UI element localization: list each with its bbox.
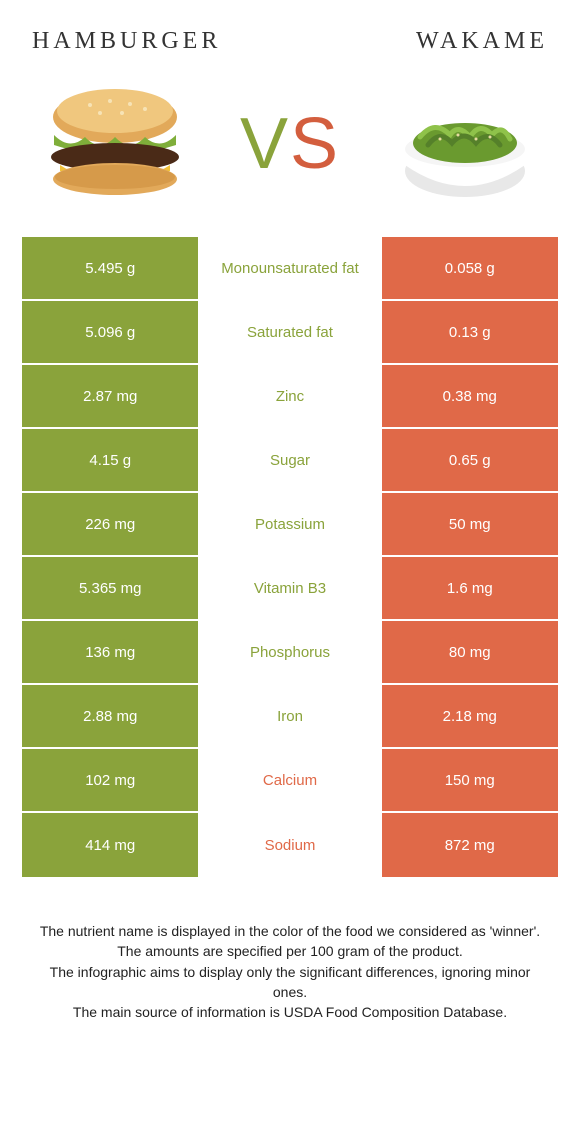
cell-right-value: 872 mg bbox=[380, 813, 558, 877]
cell-nutrient-label: Sodium bbox=[200, 813, 379, 877]
footnotes: The nutrient name is displayed in the co… bbox=[22, 877, 558, 1022]
cell-nutrient-label: Monounsaturated fat bbox=[200, 237, 379, 299]
cell-left-value: 4.15 g bbox=[22, 429, 200, 491]
wakame-image bbox=[380, 79, 550, 209]
table-row: 136 mgPhosphorus80 mg bbox=[22, 621, 558, 685]
cell-right-value: 50 mg bbox=[380, 493, 558, 555]
cell-left-value: 2.87 mg bbox=[22, 365, 200, 427]
cell-nutrient-label: Iron bbox=[200, 685, 379, 747]
table-row: 4.15 gSugar0.65 g bbox=[22, 429, 558, 493]
cell-left-value: 136 mg bbox=[22, 621, 200, 683]
cell-right-value: 80 mg bbox=[380, 621, 558, 683]
cell-right-value: 0.058 g bbox=[380, 237, 558, 299]
vs-s: S bbox=[290, 104, 340, 184]
cell-left-value: 5.365 mg bbox=[22, 557, 200, 619]
cell-nutrient-label: Potassium bbox=[200, 493, 379, 555]
title-row: HAMBURGER WAKAME bbox=[22, 28, 558, 69]
table-row: 5.365 mgVitamin B31.6 mg bbox=[22, 557, 558, 621]
cell-nutrient-label: Saturated fat bbox=[200, 301, 379, 363]
footnote-line: The main source of information is USDA F… bbox=[36, 1002, 544, 1022]
cell-nutrient-label: Phosphorus bbox=[200, 621, 379, 683]
vs-label: VS bbox=[240, 103, 340, 185]
cell-nutrient-label: Calcium bbox=[200, 749, 379, 811]
table-row: 5.096 gSaturated fat0.13 g bbox=[22, 301, 558, 365]
cell-left-value: 414 mg bbox=[22, 813, 200, 877]
title-right: WAKAME bbox=[416, 28, 548, 55]
footnote-line: The amounts are specified per 100 gram o… bbox=[36, 941, 544, 961]
cell-right-value: 0.13 g bbox=[380, 301, 558, 363]
cell-left-value: 5.096 g bbox=[22, 301, 200, 363]
cell-nutrient-label: Vitamin B3 bbox=[200, 557, 379, 619]
footnote-line: The infographic aims to display only the… bbox=[36, 962, 544, 1003]
table-row: 414 mgSodium872 mg bbox=[22, 813, 558, 877]
footnote-line: The nutrient name is displayed in the co… bbox=[36, 921, 544, 941]
hero-row: VS bbox=[22, 69, 558, 237]
cell-left-value: 5.495 g bbox=[22, 237, 200, 299]
cell-nutrient-label: Zinc bbox=[200, 365, 379, 427]
cell-right-value: 0.38 mg bbox=[380, 365, 558, 427]
table-row: 5.495 gMonounsaturated fat0.058 g bbox=[22, 237, 558, 301]
table-row: 2.88 mgIron2.18 mg bbox=[22, 685, 558, 749]
cell-left-value: 2.88 mg bbox=[22, 685, 200, 747]
cell-right-value: 0.65 g bbox=[380, 429, 558, 491]
cell-right-value: 1.6 mg bbox=[380, 557, 558, 619]
cell-left-value: 102 mg bbox=[22, 749, 200, 811]
title-left: HAMBURGER bbox=[32, 28, 221, 55]
cell-right-value: 150 mg bbox=[380, 749, 558, 811]
comparison-table: 5.495 gMonounsaturated fat0.058 g5.096 g… bbox=[22, 237, 558, 877]
cell-right-value: 2.18 mg bbox=[380, 685, 558, 747]
vs-v: V bbox=[240, 104, 290, 184]
table-row: 226 mgPotassium50 mg bbox=[22, 493, 558, 557]
table-row: 102 mgCalcium150 mg bbox=[22, 749, 558, 813]
cell-nutrient-label: Sugar bbox=[200, 429, 379, 491]
hamburger-image bbox=[30, 79, 200, 209]
cell-left-value: 226 mg bbox=[22, 493, 200, 555]
table-row: 2.87 mgZinc0.38 mg bbox=[22, 365, 558, 429]
